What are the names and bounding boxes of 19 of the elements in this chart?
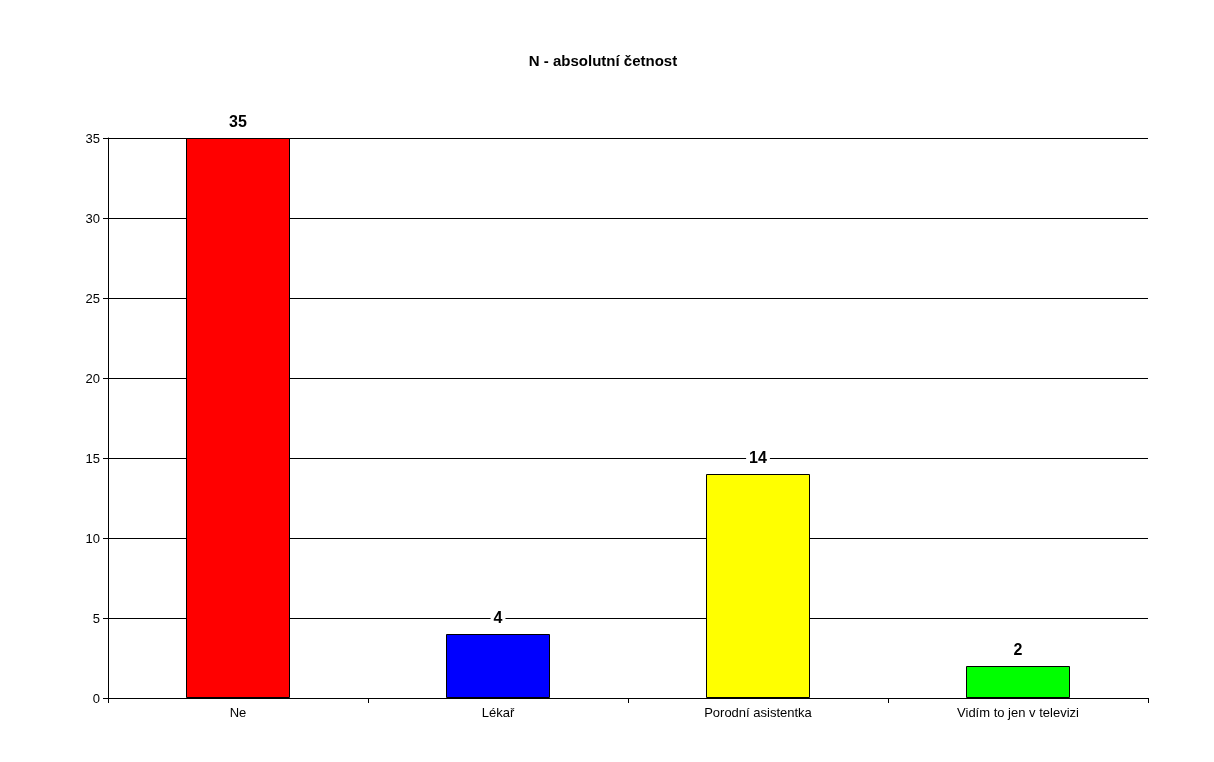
y-tick-label: 30 bbox=[85, 210, 100, 226]
x-tick-label: Vidím to jen v televizi bbox=[957, 705, 1080, 720]
data-label: 4 bbox=[493, 608, 503, 626]
x-tick-label: Ne bbox=[229, 705, 247, 720]
data-label: 35 bbox=[229, 112, 247, 130]
x-tick-label: Lékař bbox=[481, 705, 515, 720]
y-tick-label: 35 bbox=[85, 130, 100, 146]
y-tick-label: 0 bbox=[92, 690, 100, 706]
y-tick-label: 15 bbox=[85, 450, 100, 466]
x-tick-label: Porodní asistentka bbox=[704, 705, 813, 720]
bar bbox=[446, 634, 550, 698]
bar bbox=[966, 666, 1070, 698]
y-tick-label: 5 bbox=[92, 610, 100, 626]
y-tick-label: 20 bbox=[85, 370, 100, 386]
data-label: 14 bbox=[749, 448, 767, 466]
data-label: 2 bbox=[1013, 640, 1023, 658]
y-tick-label: 10 bbox=[85, 530, 100, 546]
y-tick-label: 25 bbox=[85, 290, 100, 306]
chart-title: N - absolutní četnost bbox=[528, 52, 678, 69]
